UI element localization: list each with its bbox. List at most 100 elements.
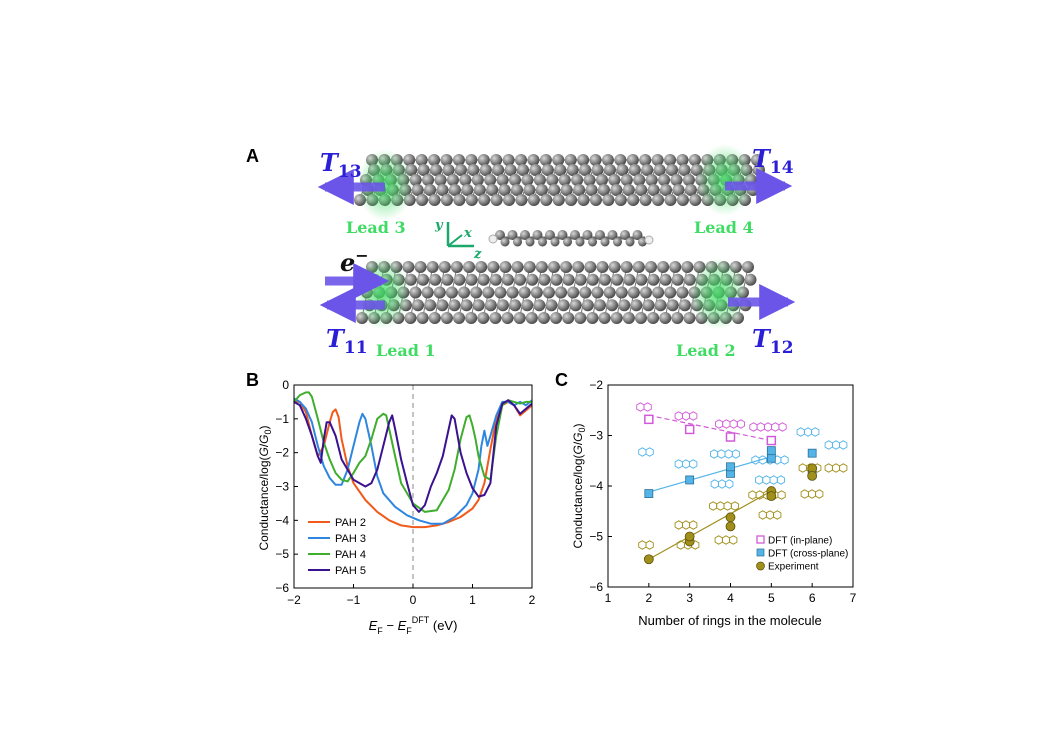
experiment-molecule-icon-ring [815, 489, 824, 499]
panel-label-c: C [555, 370, 568, 390]
bottom-sheet-atom [579, 286, 592, 299]
c-legend-label: DFT (in-plane) [768, 536, 832, 547]
top-sheet-atom [523, 184, 536, 196]
c-point-experiment [725, 521, 736, 532]
bottom-sheet-atom [530, 286, 543, 299]
bottom-sheet-atom [487, 261, 500, 273]
top-sheet-atom [535, 184, 548, 196]
bottom-sheet-atom [545, 299, 558, 312]
c-fit-line-2 [648, 490, 772, 560]
molecule-atom [575, 237, 585, 247]
bottom-sheet-atom [506, 286, 519, 299]
bottom-sheet-atom [429, 273, 442, 286]
c-y-tick-label: −6 [589, 580, 603, 594]
bottom-sheet-atom [586, 273, 599, 286]
molecule-atom [570, 230, 580, 240]
bottom-sheet-atom [647, 312, 660, 324]
experiment-molecule-icon-ring [709, 501, 718, 511]
experiment-molecule-icon-ring [674, 520, 683, 530]
bottom-sheet-atom [562, 273, 575, 286]
cross-plane-molecule-icon-ring [710, 479, 719, 489]
bottom-sheet-atom [635, 273, 648, 286]
top-sheet-atom [541, 164, 554, 176]
top-sheet-atom [591, 164, 604, 176]
bottom-sheet-atom [535, 261, 548, 273]
b-x-axis-title: EF − EFDFT (eV) [369, 615, 458, 636]
bottom-sheet-atom [547, 261, 560, 273]
top-sheet-atom [486, 184, 499, 196]
in-plane-molecule-icon-ring [643, 402, 652, 412]
c-x-tick-label: 1 [605, 591, 612, 605]
molecule-atom [625, 237, 635, 247]
bottom-sheet-atom [537, 312, 550, 324]
in-plane-molecule-icon-ring [771, 422, 780, 432]
c-point-in-plane [644, 414, 654, 425]
bottom-sheet-atom [671, 273, 684, 286]
c-point-in-plane [684, 424, 695, 435]
lead-2-glow [690, 258, 746, 330]
in-plane-molecule-icon-ring [729, 419, 738, 429]
b-y-tick-label: −3 [275, 480, 289, 494]
cross-plane-molecule-icon-ring [762, 475, 771, 485]
top-sheet-atom [614, 194, 627, 206]
top-sheet-atom [417, 164, 430, 176]
bottom-sheet-atom [477, 273, 490, 286]
bottom-sheet-atom [523, 261, 536, 273]
top-sheet-atom [682, 174, 695, 186]
top-sheet-atom [628, 164, 641, 176]
b-series-line-1 [294, 400, 533, 529]
top-sheet-atom [589, 194, 602, 206]
c-axis-ticks: 1 2 3 4 5 6 7 −2 −3 −4 −5 −6 [589, 378, 856, 605]
top-sheet-atom [496, 174, 509, 186]
top-sheet-atom [552, 154, 565, 166]
top-sheet-atom [577, 154, 590, 166]
molecule-atom [613, 237, 622, 247]
bottom-sheet-atom [494, 286, 507, 299]
bottom-sheet-atom [484, 299, 497, 312]
bottom-sheet-atom [596, 261, 609, 273]
c-point-cross-plane [766, 453, 776, 463]
bottom-sheet-atom [453, 312, 466, 324]
top-sheet-atom [484, 174, 497, 186]
top-sheet-atom [461, 184, 474, 196]
in-plane-molecule-icon-ring [778, 422, 787, 432]
top-sheet-atom [440, 154, 453, 166]
experiment-molecule-icon [824, 463, 848, 473]
in-plane-molecule-icon-ring [749, 422, 758, 432]
bottom-sheet-atom [472, 299, 485, 312]
top-sheet-atom [422, 174, 435, 186]
c-point-in-plane [725, 432, 736, 442]
top-sheet-atom [641, 164, 654, 176]
t12-label: T12 [752, 324, 794, 358]
experiment-molecule-icon [758, 510, 782, 520]
electron-label: e− [340, 246, 369, 277]
top-sheet-atom [471, 174, 484, 186]
bottom-sheet-atom [477, 312, 490, 324]
cross-plane-molecule-icon [824, 440, 848, 450]
top-sheet-atom [666, 164, 679, 176]
bottom-sheet-atom [550, 273, 563, 286]
bottom-sheet-atom [567, 286, 580, 299]
b-x-tick-label: 0 [410, 593, 417, 607]
top-sheet-atom [479, 164, 492, 176]
top-sheet-atom [658, 174, 671, 186]
top-sheet-atom [490, 194, 503, 206]
bottom-sheet-atom [440, 312, 453, 324]
bottom-sheet-atom [525, 312, 538, 324]
c-y-tick-label: −3 [589, 429, 603, 443]
bottom-sheet-atom [518, 286, 531, 299]
top-sheet-atom [751, 154, 763, 166]
c-point-experiment [643, 554, 654, 565]
experiment-molecule-icon [674, 520, 698, 530]
hydrogen-atom [644, 235, 654, 245]
cross-plane-molecule-icon-ring [724, 449, 733, 459]
bottom-sheet-atom [676, 286, 689, 299]
top-sheet-atom [424, 184, 437, 196]
top-sheet-atom [664, 194, 677, 206]
bottom-sheet-atom [647, 273, 660, 286]
top-sheet-atom [688, 154, 701, 166]
cross-plane-molecule-icon-ring [811, 427, 820, 437]
top-sheet-atom [664, 154, 677, 166]
top-sheet-atom [585, 184, 598, 196]
